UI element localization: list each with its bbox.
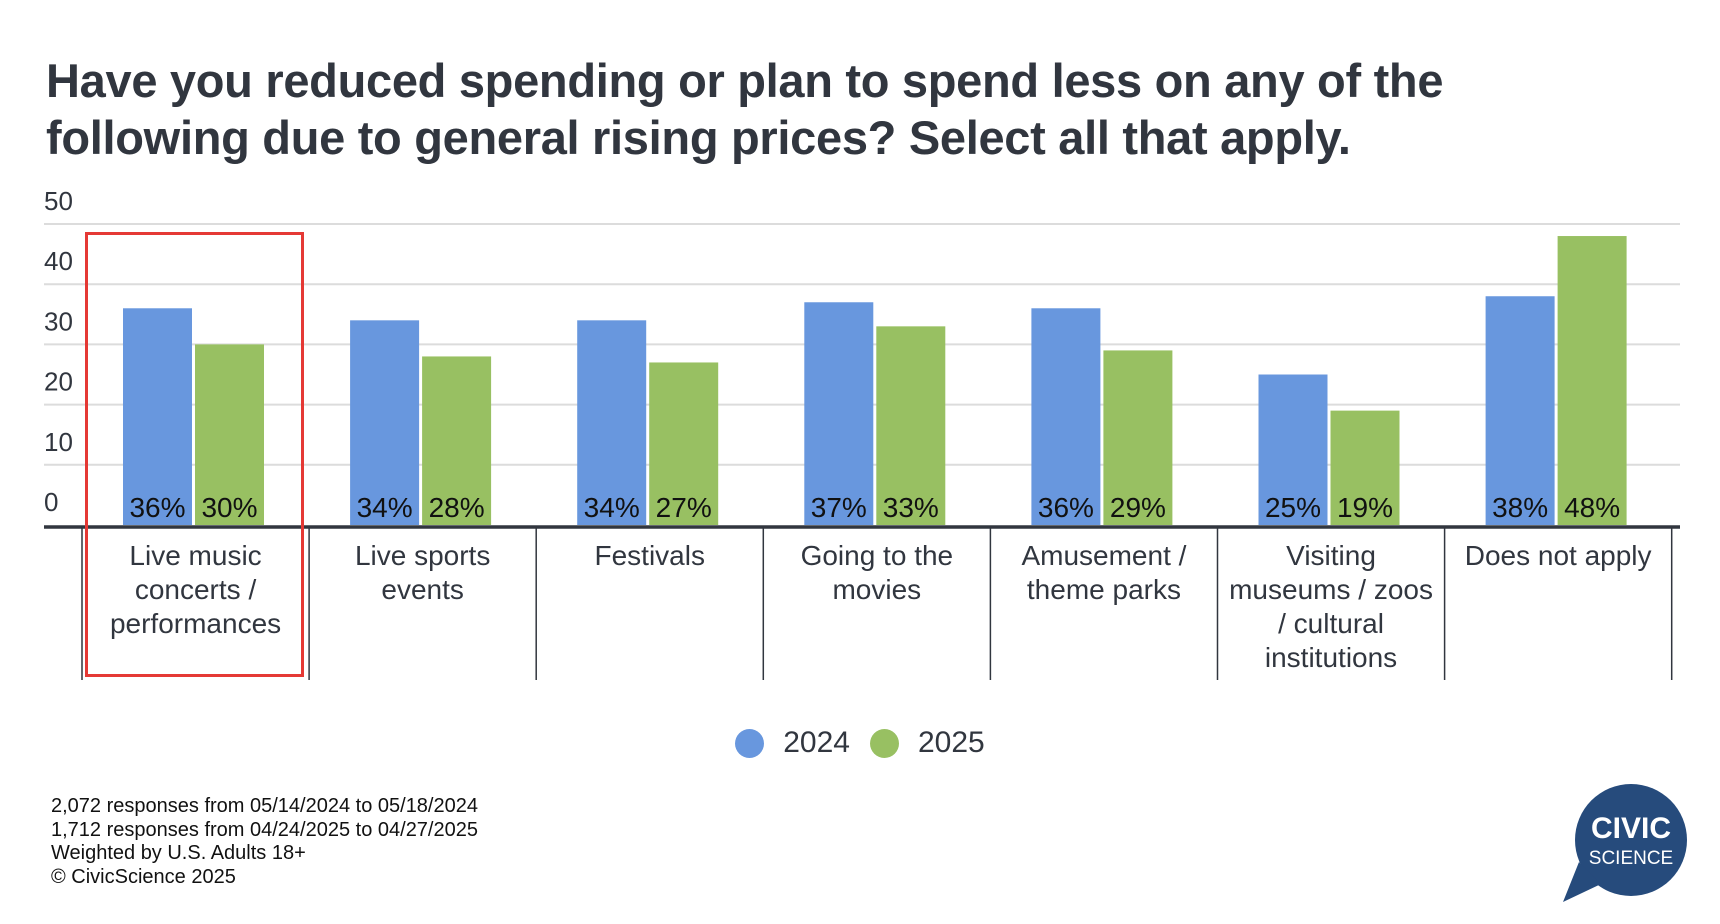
data-label-2025: 33%	[883, 492, 939, 523]
data-label-2024: 36%	[129, 492, 185, 523]
x-category-label: Does not apply	[1445, 539, 1672, 573]
data-label-2024: 25%	[1265, 492, 1321, 523]
x-category-label-line: museums / zoos	[1229, 574, 1433, 605]
data-label-2024: 37%	[811, 492, 867, 523]
x-category-label-line: movies	[832, 574, 922, 605]
bar-2025	[876, 326, 946, 525]
bar-2024	[577, 320, 647, 525]
x-axis	[44, 525, 1680, 680]
x-category-label-line: Festivals	[594, 540, 705, 571]
logo-text-civic: CIVIC	[1591, 812, 1671, 845]
y-axis-ticks: 0 10 20 30 40 50	[44, 186, 73, 517]
logo-bubble-tail-icon	[1563, 862, 1601, 902]
bar-2024	[1258, 374, 1328, 525]
x-category-label-line: concerts /	[134, 574, 257, 605]
x-category-label: Going to the movies	[763, 539, 990, 607]
data-label-2024: 34%	[357, 492, 413, 523]
bar-2024	[350, 320, 420, 525]
bar-2025	[1557, 236, 1627, 526]
x-category-label-line: / cultural	[1278, 608, 1384, 639]
y-tick-label: 50	[44, 186, 73, 216]
bars	[123, 236, 1627, 526]
x-category-label-line: performances	[109, 608, 282, 639]
x-category-label-line: Live sports	[354, 540, 491, 571]
x-category-label: Amusement / theme parks	[990, 539, 1217, 607]
bar-2025	[422, 356, 492, 525]
bar-2024	[1031, 308, 1101, 525]
logo-bubble-icon	[1575, 784, 1687, 896]
data-labels: 36% 30% 34% 28% 34% 27% 37% 33% 36% 29% 25% 19% 38% 4…	[129, 492, 1620, 523]
footer-line-copyright: © CivicScience 2025	[51, 865, 236, 888]
x-category-label-line: Visiting	[1286, 540, 1376, 571]
data-label-2024: 34%	[584, 492, 640, 523]
x-category-label: Live sports events	[309, 539, 536, 607]
legend: 2024 2025	[0, 726, 1720, 760]
bar-2025	[1103, 350, 1173, 525]
legend-label: 2025	[918, 726, 985, 759]
chart-title: Have you reduced spending or plan to spe…	[46, 54, 1444, 164]
data-label-2025: 19%	[1337, 492, 1393, 523]
data-label-2024: 38%	[1492, 492, 1548, 523]
legend-label: 2024	[783, 726, 850, 759]
bar-2025	[195, 344, 264, 525]
civicscience-logo: CIVIC SCIENCE	[1563, 784, 1687, 902]
x-category-label: Live music concerts / performances	[82, 539, 309, 641]
x-category-label: Visiting museums / zoos / cultural institut…	[1218, 539, 1445, 675]
y-tick-label: 30	[44, 306, 73, 336]
y-tick-label: 20	[44, 367, 73, 397]
x-category-label-line: Amusement /	[1021, 540, 1187, 571]
x-category-label-line: theme parks	[1026, 574, 1181, 605]
x-category-label-line: Live music	[129, 540, 262, 571]
data-label-2024: 36%	[1038, 492, 1094, 523]
footer-line-responses-2024: 2,072 responses from 05/14/2024 to 05/18…	[51, 795, 478, 817]
footer-notes: 2,072 responses from 05/14/2024 to 05/18…	[51, 795, 478, 889]
footer-line-weighting: Weighted by U.S. Adults 18+	[51, 842, 306, 864]
logo-text-science: SCIENCE	[1589, 848, 1673, 869]
y-tick-label: 0	[44, 487, 58, 517]
x-category-label-line: events	[381, 574, 464, 605]
legend-item-2024[interactable]: 2024	[735, 726, 850, 760]
x-category-label: Festivals	[536, 539, 763, 573]
bar-2024	[804, 302, 874, 525]
bar-2024	[1485, 296, 1555, 525]
legend-swatch-2024	[735, 728, 765, 758]
x-category-label-line: Going to the	[800, 540, 954, 571]
legend-item-2025[interactable]: 2025	[870, 726, 985, 760]
data-label-2025: 28%	[429, 492, 485, 523]
footer-line-responses-2025: 1,712 responses from 04/24/2025 to 04/27…	[51, 818, 478, 841]
bar-2025	[649, 362, 719, 525]
legend-swatch-2025	[870, 728, 899, 758]
data-label-2025: 27%	[656, 492, 712, 523]
data-label-2025: 48%	[1564, 492, 1620, 523]
bar-2025	[1330, 410, 1400, 525]
x-category-label-line: Does not apply	[1464, 540, 1652, 571]
y-tick-label: 40	[44, 246, 73, 276]
y-tick-label: 10	[44, 427, 73, 457]
data-label-2025: 29%	[1110, 492, 1166, 523]
bar-2024	[123, 308, 192, 525]
x-category-label-line: institutions	[1264, 642, 1398, 673]
data-label-2025: 30%	[201, 492, 257, 523]
